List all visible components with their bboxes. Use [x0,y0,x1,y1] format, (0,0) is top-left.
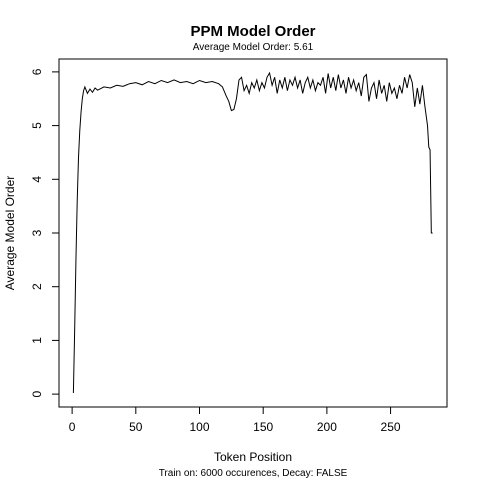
x-tick-label: 100 [189,420,209,434]
x-tick-label: 0 [69,420,76,434]
y-tick-label: 3 [30,229,44,236]
chart-subtitle: Average Model Order: 5.61 [193,42,314,53]
y-tick-label: 4 [30,176,44,183]
x-tick-label: 50 [129,420,143,434]
x-tick-label: 150 [253,420,273,434]
y-tick-label: 1 [30,337,44,344]
x-axis-label: Token Position [214,450,292,464]
plot-box [58,58,448,408]
chart-title: PPM Model Order [190,23,315,40]
caption: Train on: 6000 occurences, Decay: FALSE [159,468,348,479]
y-tick-label: 6 [30,68,44,75]
y-tick-label: 2 [30,283,44,290]
x-tick-label: 250 [381,420,401,434]
x-tick-label: 200 [317,420,337,434]
y-axis-label: Average Model Order [3,176,17,291]
y-tick-label: 5 [30,122,44,129]
data-line [72,71,433,394]
y-tick-label: 0 [30,390,44,397]
